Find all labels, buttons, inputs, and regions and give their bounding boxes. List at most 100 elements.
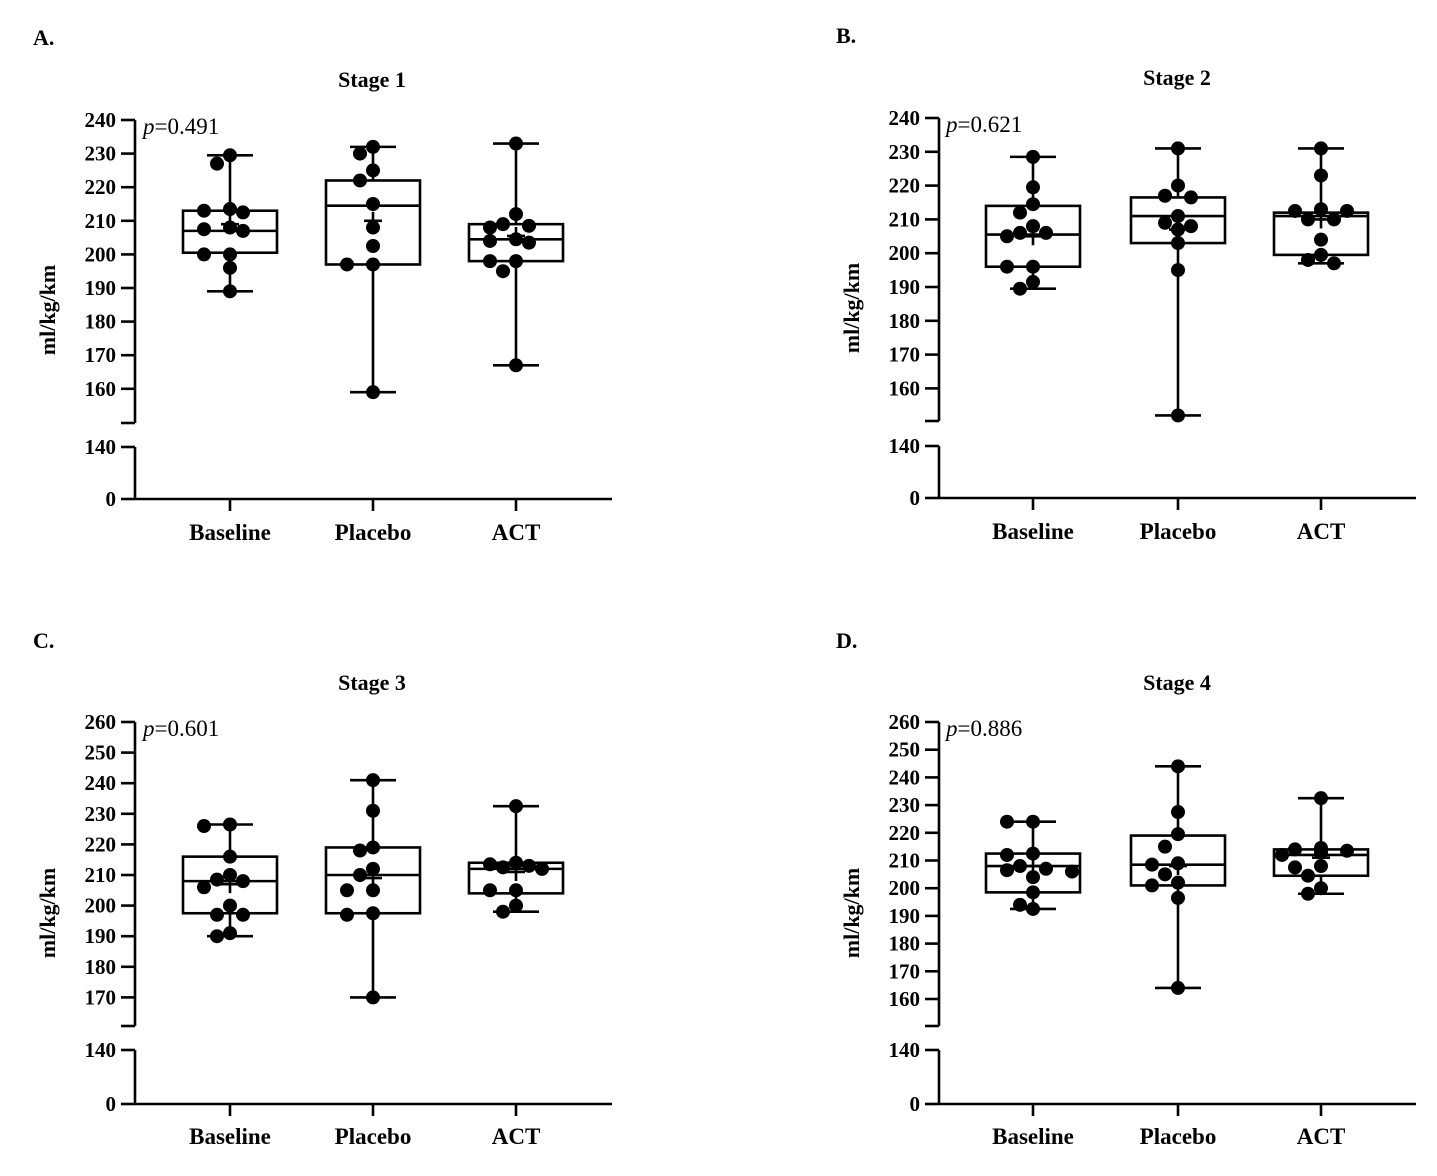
data-point: [1314, 791, 1328, 806]
data-point: [197, 203, 211, 218]
data-point: [1301, 868, 1315, 883]
data-point: [197, 880, 211, 895]
data-point: [496, 860, 510, 875]
data-point: [366, 257, 380, 272]
data-point: [1171, 263, 1185, 278]
data-point: [1314, 845, 1328, 860]
data-point: [1000, 814, 1014, 829]
box-group-baseline: [181, 148, 279, 299]
y-tick-label: 140: [889, 1038, 921, 1062]
data-point: [1039, 225, 1053, 240]
data-point: [236, 874, 250, 889]
y-tick-label: 170: [889, 959, 921, 983]
data-point: [210, 929, 224, 944]
chart-panel-3: C. Stage 3 ml/kg/km p=0.601 170 180 190 200 210 2…: [33, 628, 612, 1149]
p-value-annotation: p=0.886: [944, 716, 1022, 741]
data-point: [483, 220, 497, 235]
y-tick-label: 180: [85, 955, 117, 979]
data-point: [366, 163, 380, 178]
data-point: [1314, 881, 1328, 896]
y-tick-label: 140: [85, 435, 117, 459]
chart-panel-1: A. Stage 1 ml/kg/km p=0.491 160 170 180 190 200 2…: [33, 25, 612, 545]
data-point: [366, 385, 380, 400]
data-point: [366, 883, 380, 898]
data-point: [1171, 408, 1185, 423]
y-tick-label: 250: [889, 738, 921, 762]
data-point: [223, 220, 237, 235]
data-point: [496, 264, 510, 279]
data-point: [1158, 215, 1172, 230]
y-tick-label: 140: [85, 1038, 117, 1062]
data-point: [509, 232, 523, 247]
y-tick-label: 180: [85, 310, 117, 334]
box-group-baseline: [984, 149, 1082, 296]
data-point: [366, 239, 380, 253]
data-point: [1026, 197, 1040, 212]
data-point: [509, 799, 523, 814]
data-point: [1301, 252, 1315, 267]
data-point: [366, 773, 380, 788]
x-category-label: Placebo: [335, 520, 412, 545]
data-point: [223, 247, 237, 262]
data-point: [366, 840, 380, 855]
y-tick-label: 210: [85, 209, 117, 233]
data-point: [210, 907, 224, 922]
y-tick-label: 220: [889, 174, 921, 198]
data-point: [1314, 859, 1328, 874]
box-group-placebo: [1129, 141, 1227, 423]
y-axis-label: ml/kg/km: [35, 868, 60, 958]
y-tick-label: 190: [85, 924, 117, 948]
y-tick-label: 0: [910, 486, 921, 510]
data-point: [223, 817, 237, 832]
data-point: [1314, 247, 1328, 262]
data-point: [1013, 897, 1027, 912]
y-tick-label: 220: [889, 821, 921, 845]
box-group-baseline: [984, 814, 1082, 916]
data-point: [522, 235, 536, 250]
data-point: [1026, 870, 1040, 885]
data-point: [1340, 203, 1354, 218]
data-point: [1171, 209, 1185, 224]
data-point: [1340, 843, 1354, 858]
y-tick-label: 240: [85, 771, 117, 795]
data-point: [210, 156, 224, 171]
y-tick-label: 170: [889, 343, 921, 367]
y-tick-label: 230: [85, 142, 117, 166]
y-tick-label: 190: [889, 275, 921, 299]
panel-label: A.: [33, 25, 54, 50]
data-point: [522, 858, 536, 873]
data-point: [1013, 859, 1027, 874]
x-category-label: ACT: [492, 1124, 541, 1149]
data-point: [353, 173, 367, 188]
chart-title: Stage 4: [1143, 670, 1211, 695]
data-point: [1000, 863, 1014, 878]
x-category-label: Baseline: [992, 519, 1074, 544]
y-tick-label: 220: [85, 175, 117, 199]
data-point: [1171, 236, 1185, 251]
data-point: [223, 849, 237, 864]
data-point: [1026, 274, 1040, 289]
data-point: [1314, 168, 1328, 183]
data-point: [1288, 860, 1302, 875]
data-point: [1314, 141, 1328, 156]
panel-label: B.: [836, 23, 856, 48]
x-category-label: Baseline: [189, 1124, 271, 1149]
data-point: [1026, 259, 1040, 274]
data-point: [1171, 875, 1185, 890]
y-tick-label: 240: [889, 106, 921, 130]
data-point: [1171, 141, 1185, 156]
data-point: [483, 233, 497, 248]
chart-title: Stage 1: [338, 67, 406, 92]
y-tick-label: 0: [106, 487, 117, 511]
data-point: [1026, 219, 1040, 234]
data-point: [1314, 202, 1328, 217]
data-point: [366, 803, 380, 818]
p-value-annotation: p=0.601: [141, 716, 219, 741]
data-point: [1171, 890, 1185, 905]
data-point: [1301, 212, 1315, 227]
y-tick-label: 230: [889, 140, 921, 164]
panel-label: D.: [836, 628, 857, 653]
y-tick-label: 260: [889, 710, 921, 734]
data-point: [509, 358, 523, 373]
data-point: [1039, 861, 1053, 876]
